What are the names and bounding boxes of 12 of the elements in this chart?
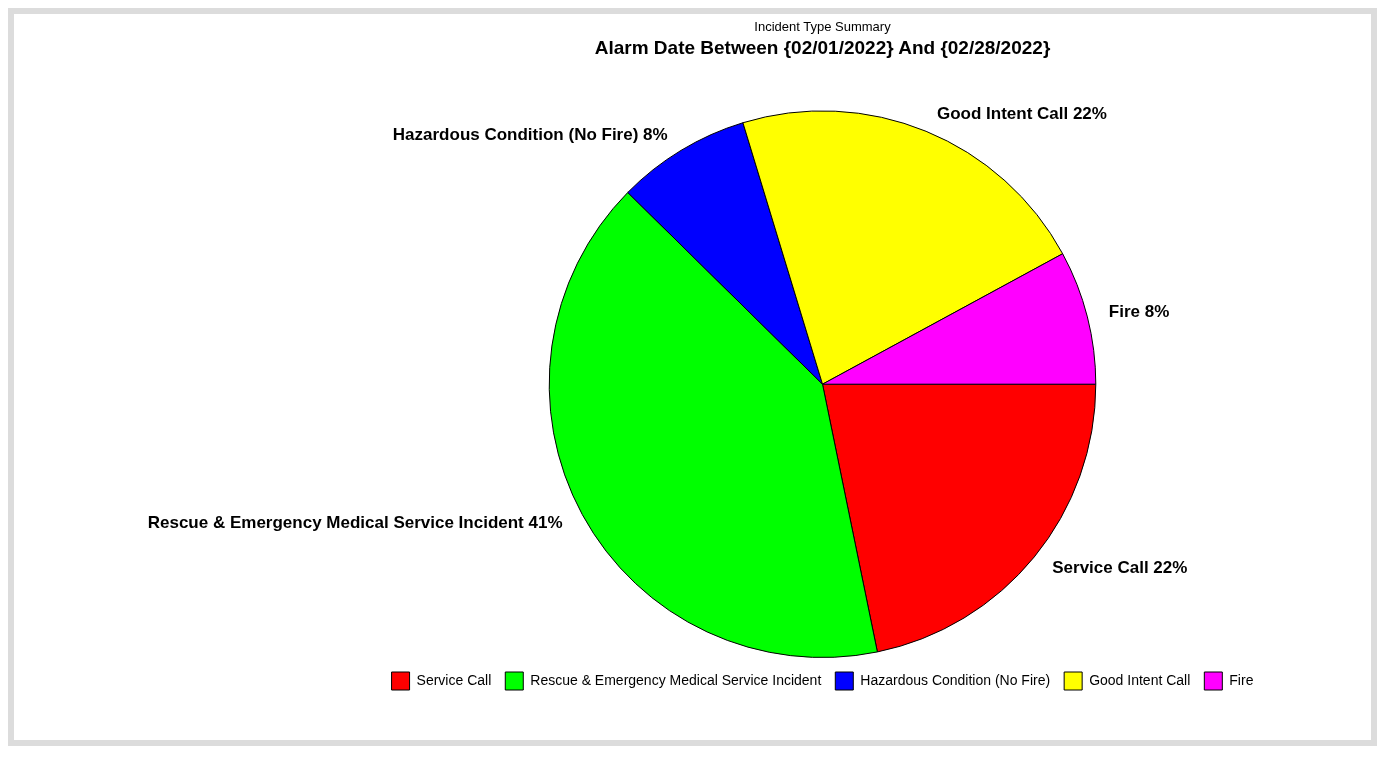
legend-label: Service Call — [416, 671, 492, 688]
legend-label: Rescue & Emergency Medical Service Incident — [530, 671, 822, 688]
category-label: Hazardous Condition (No Fire) 8% — [392, 124, 668, 144]
category-label: Service Call 22% — [1052, 558, 1188, 578]
chart-title: Incident Type Summary — [754, 19, 892, 35]
category-label: Rescue & Emergency Medical Service Incident 41% — [147, 512, 563, 532]
legend-label: Good Intent Call — [1089, 671, 1191, 688]
legend-label: Fire — [1229, 671, 1254, 688]
chart-subtitle: Alarm Date Between {02/01/2022} And {02/28/2022} — [594, 37, 1051, 59]
category-label: Fire 8% — [1108, 302, 1170, 322]
category-label: Good Intent Call 22% — [936, 104, 1107, 124]
legend-label: Hazardous Condition (No Fire) — [860, 671, 1051, 688]
